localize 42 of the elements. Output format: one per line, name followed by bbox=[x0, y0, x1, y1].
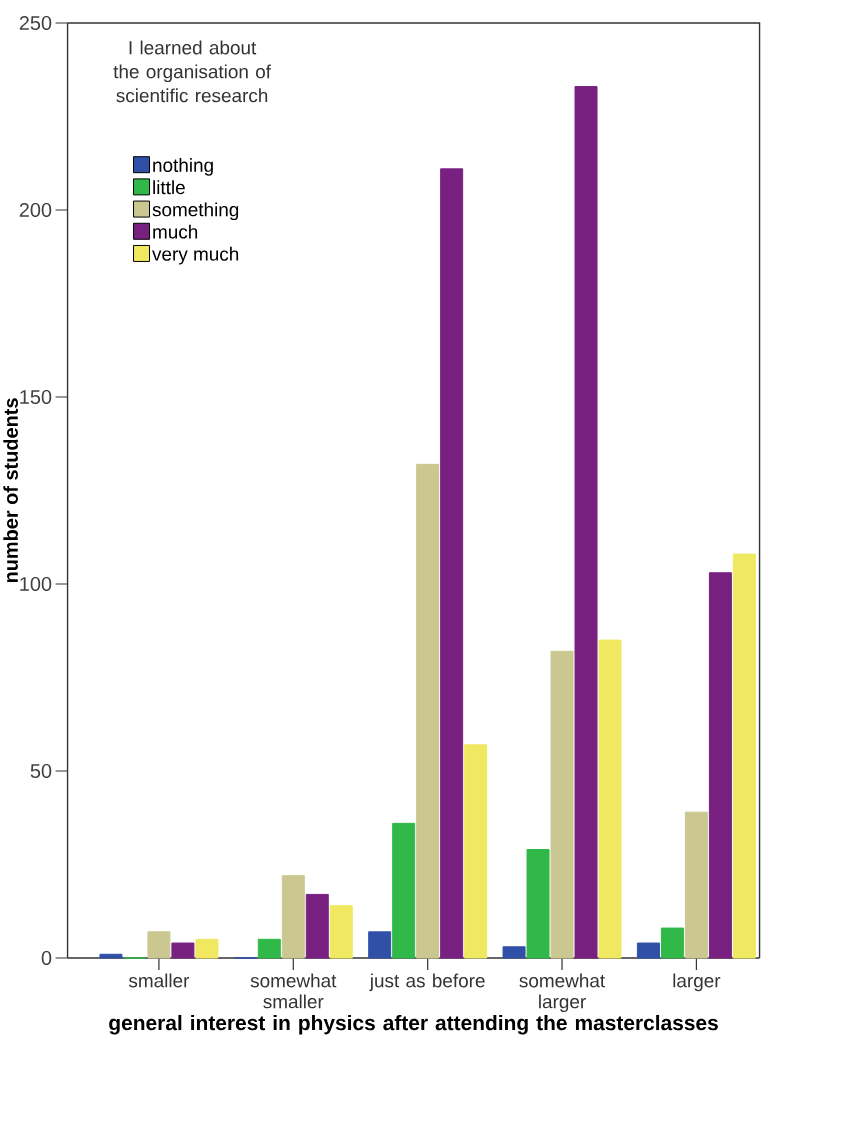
bar bbox=[195, 938, 219, 959]
bar bbox=[257, 938, 281, 959]
bar bbox=[171, 942, 195, 959]
legend-label: much bbox=[153, 224, 198, 239]
bar bbox=[416, 463, 440, 959]
x-tick-label: somewhat smaller bbox=[250, 973, 337, 1009]
x-tick-label: somewhat larger bbox=[519, 973, 606, 1013]
y-tick-label: 200 bbox=[19, 202, 52, 218]
bar bbox=[281, 875, 305, 959]
y-tick-label: 50 bbox=[30, 763, 52, 779]
bar bbox=[147, 931, 171, 959]
legend-label: nothing bbox=[153, 158, 213, 176]
bar bbox=[732, 553, 756, 959]
bar bbox=[368, 931, 392, 959]
bar bbox=[636, 942, 660, 959]
bar bbox=[464, 744, 488, 959]
y-tick-label: 150 bbox=[20, 389, 52, 405]
bar bbox=[99, 953, 123, 959]
bar bbox=[502, 946, 526, 959]
x-tick-label: just as before bbox=[369, 973, 485, 992]
y-tick-label: 250 bbox=[19, 15, 52, 31]
bar bbox=[392, 822, 416, 959]
legend-label: something bbox=[152, 202, 239, 221]
x-tick-label: smaller bbox=[128, 973, 190, 988]
bar bbox=[574, 86, 598, 959]
bar bbox=[708, 572, 732, 959]
y-tick-label: 100 bbox=[20, 576, 52, 592]
bar bbox=[305, 893, 329, 959]
legend-label: little bbox=[153, 180, 185, 195]
bar bbox=[598, 639, 622, 959]
x-axis-title: general interest in physics after attending the masterclasses bbox=[109, 1014, 718, 1035]
bar bbox=[684, 811, 708, 959]
bar bbox=[440, 168, 464, 959]
bar bbox=[660, 927, 684, 959]
bar bbox=[329, 905, 353, 959]
bar bbox=[526, 849, 550, 959]
bar bbox=[550, 650, 574, 959]
y-tick-label: 0 bbox=[41, 950, 52, 966]
legend-title: I learned about the organisation of scientific research bbox=[113, 40, 272, 103]
legend-label: very much bbox=[152, 246, 239, 265]
y-axis-title: number of students bbox=[3, 398, 18, 583]
x-tick-label: larger bbox=[673, 973, 721, 992]
